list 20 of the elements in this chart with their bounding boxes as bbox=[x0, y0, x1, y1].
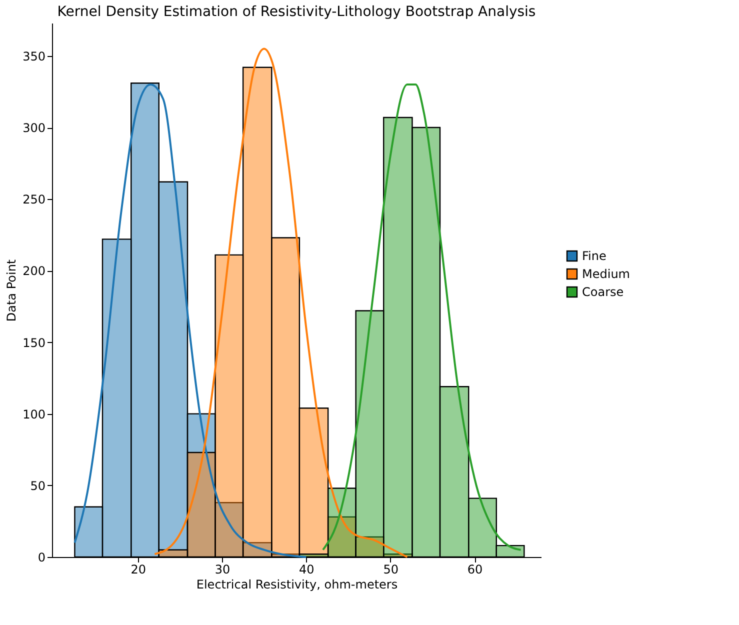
y-axis-title: Data Point bbox=[4, 259, 19, 322]
x-tick-label: 40 bbox=[299, 562, 314, 576]
x-tick-label: 30 bbox=[214, 562, 230, 576]
line-series bbox=[154, 48, 408, 558]
y-tick-label: 250 bbox=[22, 192, 46, 207]
y-tick-label: 0 bbox=[38, 550, 46, 564]
y-tick-label: 200 bbox=[22, 264, 46, 278]
legend-label: Coarse bbox=[582, 285, 624, 299]
legend-label: Medium bbox=[582, 267, 630, 281]
y-tick-label: 50 bbox=[30, 478, 46, 493]
chart-title: Kernel Density Estimation of Resistivity-Lithology Bootstrap Analysis bbox=[57, 4, 536, 20]
y-tick-label: 350 bbox=[22, 49, 46, 64]
y-tick-label: 150 bbox=[22, 336, 46, 350]
x-tick-label: 50 bbox=[383, 562, 398, 576]
x-tick-label: 60 bbox=[467, 562, 483, 576]
y-tick-label: 300 bbox=[22, 121, 46, 136]
legend-label: Fine bbox=[582, 249, 606, 263]
y-tick-label: 100 bbox=[22, 407, 46, 422]
x-axis-title: Electrical Resistivity, ohm-meters bbox=[196, 578, 398, 592]
x-tick-label: 20 bbox=[130, 562, 146, 576]
